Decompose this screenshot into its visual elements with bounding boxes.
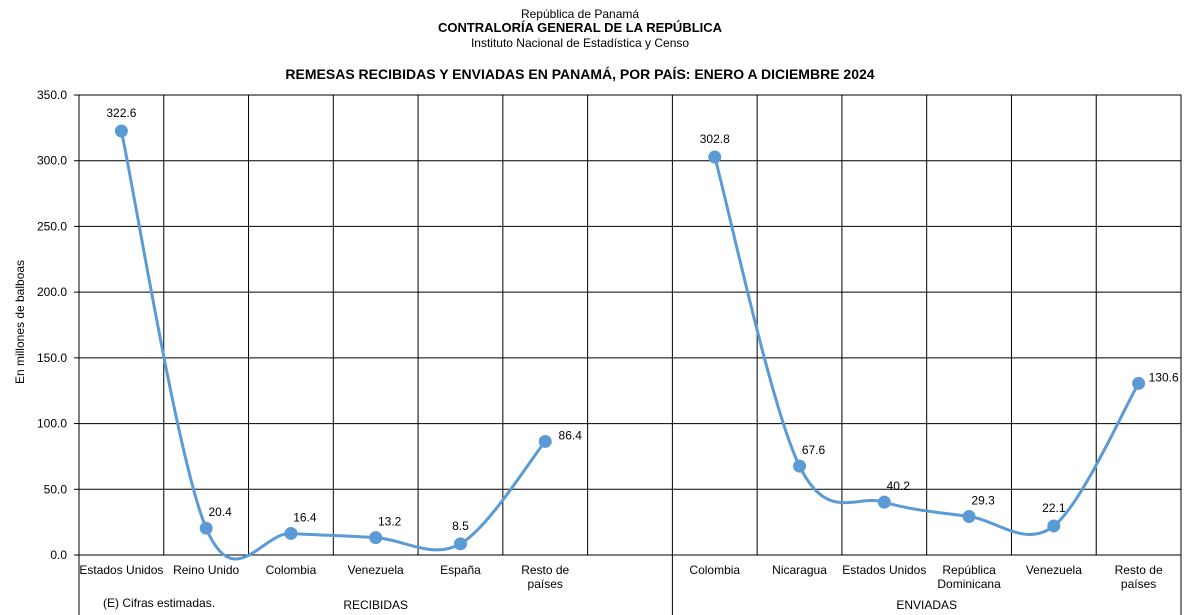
data-label: 16.4 [293, 510, 317, 524]
data-point [1047, 519, 1061, 533]
x-tick-label: Estados Unidos [842, 563, 926, 577]
data-label: 67.6 [802, 443, 826, 457]
data-point [793, 459, 807, 473]
data-label: 40.2 [887, 479, 911, 493]
header-institute: Instituto Nacional de Estadística y Cens… [470, 36, 690, 50]
series-line-enviadas [713, 155, 1141, 536]
data-point [962, 509, 976, 523]
header-republic: República de Panamá [520, 7, 640, 21]
data-point [1132, 376, 1146, 390]
data-point [708, 150, 722, 164]
data-label: 20.4 [208, 505, 232, 519]
data-label: 86.4 [559, 428, 583, 442]
x-tick-label: Reino Unido [173, 563, 239, 577]
header-institution: CONTRALORÍA GENERAL DE LA REPÚBLICA [437, 20, 723, 35]
y-tick-label: 300.0 [37, 154, 67, 168]
data-label: 130.6 [1149, 370, 1179, 384]
y-tick-label: 250.0 [37, 219, 67, 233]
x-tick-label: Colombia [689, 563, 740, 577]
x-tick-label: Venezuela [348, 563, 404, 577]
data-label: 322.6 [106, 106, 136, 120]
y-tick-label: 350.0 [37, 88, 67, 102]
data-point [199, 521, 213, 535]
data-point [114, 124, 128, 138]
data-point [453, 537, 467, 551]
y-tick-label: 200.0 [37, 285, 67, 299]
data-point [284, 526, 298, 540]
x-tick-label: Nicaragua [772, 563, 827, 577]
x-tick-label: Venezuela [1026, 563, 1082, 577]
plot-area [78, 94, 1182, 556]
group-label: ENVIADAS [896, 598, 957, 612]
chart-title: REMESAS RECIBIDAS Y ENVIADAS EN PANAMÁ, … [285, 66, 875, 82]
footnote: (E) Cifras estimadas. [103, 596, 216, 610]
data-point [538, 434, 552, 448]
data-label: 8.5 [452, 519, 469, 533]
x-tick-label: Colombia [266, 563, 317, 577]
x-tick-label: Resto de países [1115, 563, 1163, 591]
data-label: 29.3 [971, 493, 995, 507]
y-tick-label: 150.0 [37, 351, 67, 365]
x-tick-label: Resto de países [521, 563, 569, 591]
y-tick-label: 50.0 [44, 482, 68, 496]
data-point [369, 531, 383, 545]
data-point [877, 495, 891, 509]
y-tick-label: 0.0 [50, 548, 67, 562]
data-label: 13.2 [378, 515, 402, 529]
x-tick-label: República Dominicana [937, 563, 1001, 591]
y-tick-label: 100.0 [37, 417, 67, 431]
data-label: 22.1 [1042, 501, 1066, 515]
x-tick-label: España [440, 563, 481, 577]
x-tick-label: Estados Unidos [79, 563, 163, 577]
data-label: 302.8 [700, 132, 730, 146]
group-label: RECIBIDAS [343, 598, 408, 612]
